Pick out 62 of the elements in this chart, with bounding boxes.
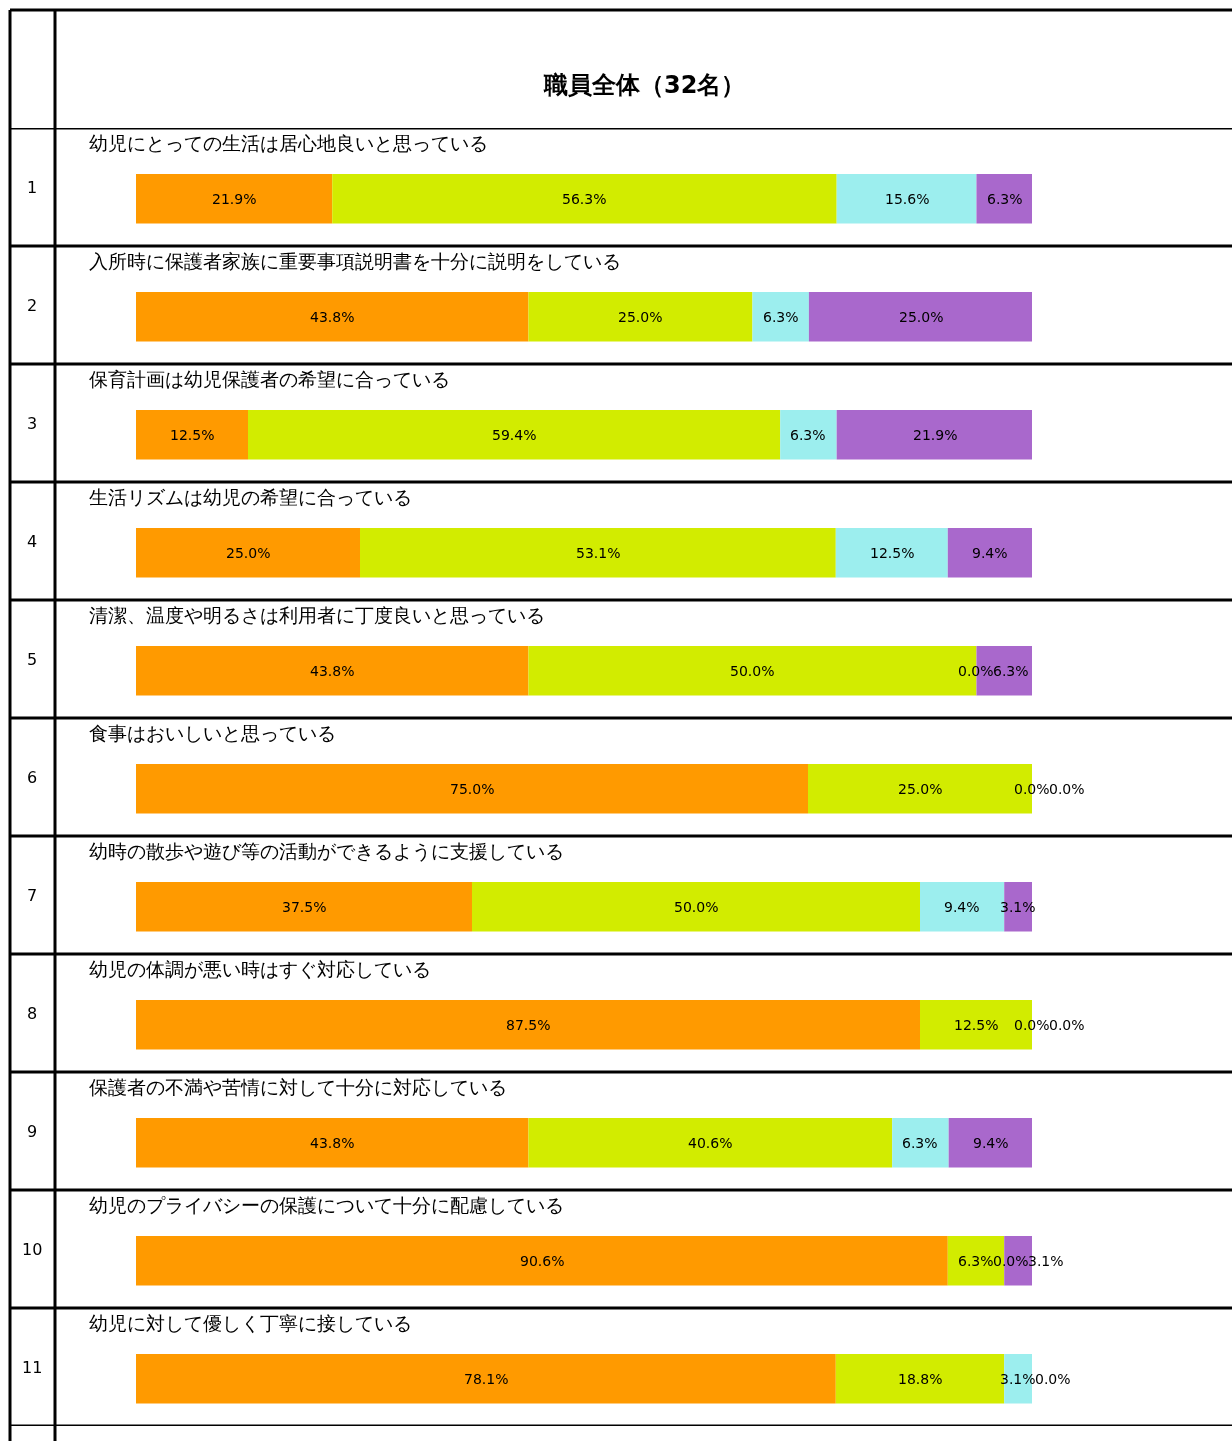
y-tick-label: 幼時の散歩や遊び等の活動ができるように支援している: [89, 840, 564, 862]
text: 8: [27, 1004, 38, 1023]
data-label: 25.0%: [899, 309, 944, 325]
data-label: 87.5%: [506, 1017, 551, 1033]
data-label: 25.0%: [618, 309, 663, 325]
data-label: 43.8%: [310, 1135, 355, 1151]
data-label: 6.3%: [902, 1135, 938, 1151]
data-label: 18.8%: [898, 1371, 943, 1387]
data-label: 53.1%: [576, 545, 621, 561]
y-tick-label: 幼児のプライバシーの保護について十分に配慮している: [89, 1194, 564, 1216]
data-label: 6.3%: [790, 427, 826, 443]
data-label: 0.0%: [1035, 1371, 1071, 1387]
y-tick-label: 幼児にとっての生活は居心地良いと思っている: [89, 132, 488, 154]
data-label: 25.0%: [226, 545, 271, 561]
data-label: 75.0%: [450, 781, 495, 797]
data-label: 6.3%: [987, 191, 1023, 207]
y-tick-label: 清潔、温度や明るさは利用者に丁度良いと思っている: [89, 604, 545, 626]
text: 3: [27, 414, 38, 433]
data-label: 21.9%: [913, 427, 958, 443]
y-tick-label: 幼児に対して優しく丁寧に接している: [89, 1312, 412, 1334]
data-label: 9.4%: [972, 545, 1008, 561]
data-label: 78.1%: [464, 1371, 509, 1387]
data-label: 21.9%: [212, 191, 257, 207]
text: 4: [27, 532, 38, 551]
data-label: 37.5%: [282, 899, 327, 915]
data-label: 0.0%: [1014, 1017, 1050, 1033]
text: 10: [22, 1240, 43, 1259]
text: 6: [27, 768, 38, 787]
data-label: 6.3%: [993, 663, 1029, 679]
data-label: 90.6%: [520, 1253, 565, 1269]
data-label: 15.6%: [885, 191, 930, 207]
data-label: 9.4%: [973, 1135, 1009, 1151]
data-label: 0.0%: [1049, 1017, 1085, 1033]
data-label: 50.0%: [674, 899, 719, 915]
y-tick-label: 入所時に保護者家族に重要事項説明書を十分に説明をしている: [89, 250, 621, 272]
y-tick-label: 食事はおいしいと思っている: [89, 722, 336, 744]
chart-title: 職員全体（32名）: [543, 71, 746, 99]
y-tick-label: 保育計画は幼児保護者の希望に合っている: [89, 368, 450, 390]
y-tick-label: 生活リズムは幼児の希望に合っている: [89, 486, 412, 508]
text: 7: [27, 886, 38, 905]
data-label: 0.0%: [1014, 781, 1050, 797]
data-label: 59.4%: [492, 427, 537, 443]
data-label: 43.8%: [310, 309, 355, 325]
text: 11: [22, 1358, 43, 1377]
data-label: 56.3%: [562, 191, 607, 207]
y-tick-label: 保護者の不満や苦情に対して十分に対応している: [89, 1076, 507, 1098]
data-label: 6.3%: [763, 309, 799, 325]
data-label: 43.8%: [310, 663, 355, 679]
data-label: 9.4%: [944, 899, 980, 915]
data-label: 25.0%: [898, 781, 943, 797]
text: 9: [27, 1122, 38, 1141]
data-label: 50.0%: [730, 663, 775, 679]
data-label: 0.0%: [1049, 781, 1085, 797]
data-label: 6.3%: [958, 1253, 994, 1269]
data-label: 12.5%: [870, 545, 915, 561]
data-label: 12.5%: [170, 427, 215, 443]
data-label: 12.5%: [954, 1017, 999, 1033]
y-tick-label: 幼児の体調が悪い時はすぐ対応している: [89, 958, 431, 980]
text: 1: [27, 178, 38, 197]
text: 5: [27, 650, 38, 669]
text: 2: [27, 296, 38, 315]
data-label: 40.6%: [688, 1135, 733, 1151]
